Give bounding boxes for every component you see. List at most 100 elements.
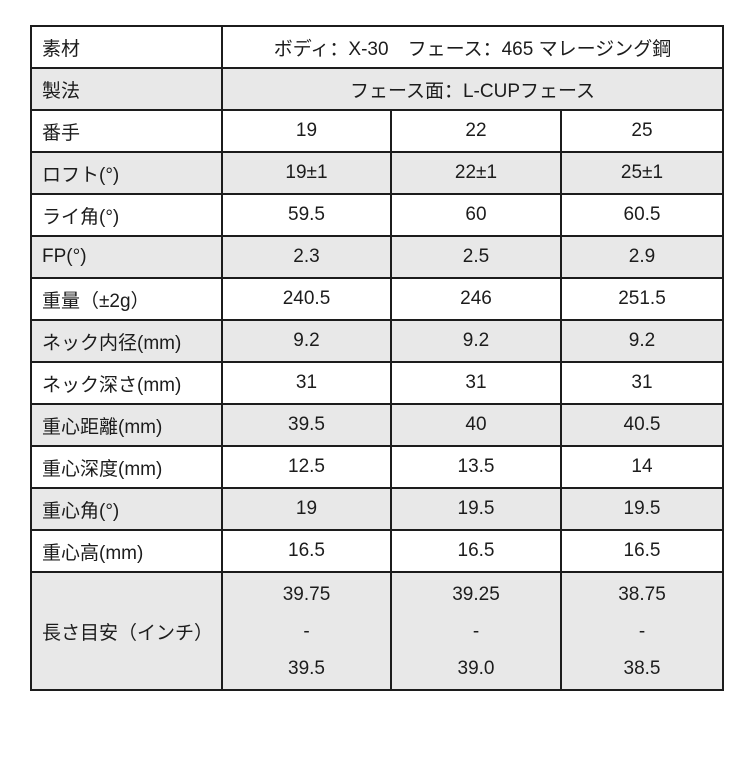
- spec-value-cell: 12.5: [221, 445, 392, 489]
- row-merged-value: ボディ：X-30 フェース：465 マレージング鋼: [221, 25, 724, 69]
- spec-value-cell-text: 14: [631, 456, 653, 477]
- spec-value-cell-text: 12.5: [288, 456, 325, 477]
- spec-value-cell-text: 16.5: [457, 540, 495, 561]
- table-row: 重量（±2g） 240.5 246 251.5: [30, 277, 724, 321]
- spec-value-cell: 14: [560, 445, 724, 489]
- length-range-line: -: [638, 620, 646, 642]
- spec-value-cell: 251.5: [560, 277, 724, 321]
- spec-value-cell-text: 31: [631, 372, 653, 393]
- spec-value-cell-text: 19.5: [457, 498, 495, 519]
- row-label-text: 長さ目安（インチ）: [42, 622, 214, 644]
- row-label: ネック深さ(mm): [30, 361, 223, 405]
- spec-value-cell: 40.5: [560, 403, 724, 447]
- table-row: 重心高(mm) 16.5 16.5 16.5: [30, 529, 724, 573]
- spec-value-cell-text: 16.5: [288, 540, 325, 561]
- row-label: ライ角(°): [30, 193, 223, 237]
- length-range-line: 38.75: [618, 583, 666, 605]
- row-merged-value-text: フェース面：L-CUPフェース: [349, 80, 596, 102]
- table-row: 重心距離(mm) 39.5 40 40.5: [30, 403, 724, 447]
- row-label: ネック内径(mm): [30, 319, 223, 363]
- spec-value-cell: 60.5: [560, 193, 724, 237]
- spec-value-cell-text: 13.5: [457, 456, 495, 477]
- row-label: 重心距離(mm): [30, 403, 223, 447]
- spec-value-cell: 9.2: [221, 319, 392, 363]
- spec-value-cell: 9.2: [390, 319, 562, 363]
- spec-value-cell-text: 40: [465, 414, 487, 435]
- table-row: ロフト(°) 19±1 22±1 25±1: [30, 151, 724, 195]
- spec-value-cell-text: 60: [465, 204, 487, 225]
- row-label-text: ライ角(°): [42, 206, 120, 228]
- table-row: 製法 フェース面：L-CUPフェース: [30, 67, 724, 111]
- length-range-line: 39.5: [288, 657, 325, 679]
- spec-value-cell-text: 16.5: [623, 540, 661, 561]
- spec-value-cell: 31: [390, 361, 562, 405]
- row-label: 長さ目安（インチ）: [30, 571, 223, 691]
- spec-value-cell: 2.3: [221, 235, 392, 279]
- spec-value-cell-text: 9.2: [293, 330, 320, 351]
- spec-value-cell-text: 59.5: [288, 204, 325, 225]
- spec-value-cell: 9.2: [560, 319, 724, 363]
- length-range-cell: 39.25 - 39.0: [390, 571, 562, 691]
- length-range-line: 39.0: [457, 657, 495, 679]
- spec-value-cell-text: 25: [631, 120, 653, 141]
- spec-value-cell-text: 19: [295, 120, 318, 141]
- table-row: ライ角(°) 59.5 60 60.5: [30, 193, 724, 237]
- spec-value-cell: 60: [390, 193, 562, 237]
- length-range-line: 38.5: [623, 657, 661, 679]
- spec-value-cell: 16.5: [560, 529, 724, 573]
- row-merged-value: フェース面：L-CUPフェース: [221, 67, 724, 111]
- row-label-text: 重心角(°): [42, 500, 120, 522]
- spec-table: 素材 ボディ：X-30 フェース：465 マレージング鋼製法 フェース面：L-CUP…: [30, 25, 724, 691]
- row-label: 重量（±2g）: [30, 277, 223, 321]
- row-label-text: ネック深さ(mm): [42, 374, 182, 396]
- spec-value-cell-text: 40.5: [623, 414, 661, 435]
- spec-value-cell: 2.9: [560, 235, 724, 279]
- spec-value-cell: 16.5: [390, 529, 562, 573]
- row-label: ロフト(°): [30, 151, 223, 195]
- spec-value-cell: 40: [390, 403, 562, 447]
- spec-value-cell-text: 19: [295, 498, 318, 519]
- spec-value-cell: 59.5: [221, 193, 392, 237]
- row-label: 重心深度(mm): [30, 445, 223, 489]
- spec-value-cell-text: 2.9: [628, 246, 656, 267]
- row-label-text: 番手: [42, 122, 81, 144]
- spec-value-cell: 246: [390, 277, 562, 321]
- spec-value-cell-text: 22±1: [454, 162, 498, 183]
- length-range-line: 39.25: [452, 583, 500, 605]
- spec-value-cell-text: 60.5: [623, 204, 661, 225]
- table-row: 番手 19 22 25: [30, 109, 724, 153]
- spec-value-cell-text: 31: [465, 372, 487, 393]
- spec-value-cell: 25: [560, 109, 724, 153]
- spec-value-cell-text: 2.3: [293, 246, 320, 267]
- row-label-text: ネック内径(mm): [42, 332, 182, 354]
- table-row: ネック深さ(mm) 31 31 31: [30, 361, 724, 405]
- row-label-text: 素材: [42, 38, 81, 60]
- spec-value-cell: 39.5: [221, 403, 392, 447]
- spec-table-body: 素材 ボディ：X-30 フェース：465 マレージング鋼製法 フェース面：L-CUP…: [30, 25, 724, 691]
- spec-value-cell: 16.5: [221, 529, 392, 573]
- spec-value-cell-text: 19.5: [623, 498, 661, 519]
- spec-value-cell: 2.5: [390, 235, 562, 279]
- spec-value-cell: 13.5: [390, 445, 562, 489]
- spec-value-cell-text: 31: [295, 372, 318, 393]
- row-merged-value-text: ボディ：X-30 フェース：465 マレージング鋼: [273, 38, 672, 60]
- row-label-text: 製法: [42, 80, 81, 102]
- row-label-text: 重心高(mm): [42, 542, 144, 564]
- spec-value-cell: 25±1: [560, 151, 724, 195]
- length-range-line: -: [303, 620, 310, 642]
- spec-value-cell-text: 2.5: [462, 246, 490, 267]
- spec-value-cell: 31: [560, 361, 724, 405]
- spec-value-cell-text: 240.5: [282, 288, 331, 309]
- row-label: 重心高(mm): [30, 529, 223, 573]
- spec-value-cell-text: 9.2: [462, 330, 490, 351]
- row-label-text: FP(°): [42, 246, 87, 267]
- spec-value-cell: 240.5: [221, 277, 392, 321]
- table-row: ネック内径(mm) 9.2 9.2 9.2: [30, 319, 724, 363]
- length-range-cell: 39.75 - 39.5: [221, 571, 392, 691]
- spec-value-cell: 19.5: [390, 487, 562, 531]
- length-range-cell: 38.75 - 38.5: [560, 571, 724, 691]
- spec-value-cell-text: 251.5: [618, 288, 666, 309]
- spec-value-cell-text: 22: [465, 120, 487, 141]
- spec-value-cell: 22: [390, 109, 562, 153]
- spec-value-cell: 22±1: [390, 151, 562, 195]
